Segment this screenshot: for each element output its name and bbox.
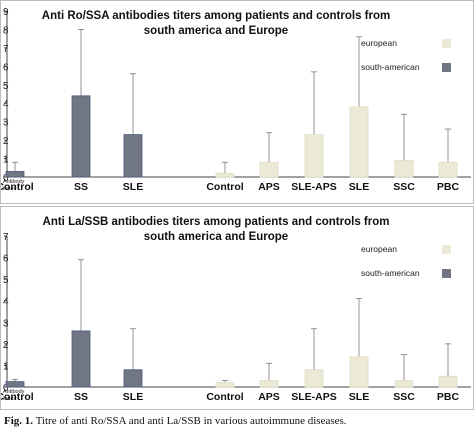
y-tick-label: 1 <box>3 155 9 166</box>
y-tick-label: 4 <box>3 297 9 308</box>
legend-item-european: european <box>361 31 461 55</box>
bar-south-american <box>5 381 25 388</box>
bar-european <box>438 161 458 178</box>
x-tick-label: Control <box>1 181 34 193</box>
caption-label: Fig. 1. <box>4 415 34 427</box>
bar-european <box>394 159 414 178</box>
bar-south-american <box>71 330 91 388</box>
x-tick-label: Control <box>206 391 243 403</box>
legend-swatch-european <box>442 244 451 254</box>
legend-item-south-american: south-american <box>361 261 461 285</box>
legend-swatch-south-american <box>442 268 451 278</box>
x-tick-label: SLE-APS <box>291 181 337 193</box>
bar-european <box>259 161 279 178</box>
y-axis-title-line2: index <box>3 396 16 402</box>
y-tick-label: 7 <box>3 44 9 55</box>
bar-european <box>438 375 458 388</box>
y-tick-label: 4 <box>3 99 9 110</box>
y-tick-label: 3 <box>3 318 9 329</box>
legend-item-european: european <box>361 237 461 261</box>
legend-label-south-american: south-american <box>361 268 420 278</box>
y-tick-label: 5 <box>3 81 9 92</box>
x-tick-label: SS <box>74 181 88 193</box>
legend-swatch-south-american <box>442 62 451 72</box>
bar-european <box>349 106 369 178</box>
x-tick-label: PBC <box>437 181 460 193</box>
y-tick-label: 2 <box>3 340 9 351</box>
caption-text: Titre of anti Ro/SSA and anti La/SSB in … <box>35 415 347 427</box>
legend: european south-american <box>361 31 461 79</box>
bar-european <box>394 380 414 388</box>
x-tick-label: Control <box>1 391 34 403</box>
legend-item-south-american: south-american <box>361 55 461 79</box>
x-tick-label: SLE <box>123 391 143 403</box>
x-tick-label: SS <box>74 391 88 403</box>
bar-european <box>304 134 324 178</box>
bar-european <box>215 172 235 178</box>
x-tick-label: SLE <box>349 391 369 403</box>
x-tick-label: PBC <box>437 391 460 403</box>
y-tick-label: 6 <box>3 254 9 265</box>
bar-south-american <box>123 369 143 388</box>
x-tick-label: SLE <box>123 181 143 193</box>
x-tick-label: APS <box>258 181 280 193</box>
y-tick-label: 8 <box>3 25 9 36</box>
y-tick-label: 0 <box>3 383 9 394</box>
bar-south-american <box>71 95 91 178</box>
y-tick-label: 2 <box>3 136 9 147</box>
y-tick-label: 0 <box>3 173 9 184</box>
y-axis-title-line1: Antibody <box>3 179 25 185</box>
legend: european south-american <box>361 237 461 285</box>
y-tick-label: 7 <box>3 232 9 243</box>
y-tick-label: 9 <box>3 7 9 18</box>
chart-panel-ro-ssa: 0123456789AntibodyindexControlSSSLEContr… <box>0 0 474 204</box>
y-tick-label: 3 <box>3 118 9 129</box>
x-tick-label: SLE <box>349 181 369 193</box>
chart-title: Anti La/SSB antibodies titers among pati… <box>42 216 390 243</box>
legend-swatch-european <box>442 38 451 48</box>
x-tick-label: Control <box>206 181 243 193</box>
bar-south-american <box>123 134 143 178</box>
y-axis-title-line2: index <box>3 186 16 192</box>
chart-ro-ssa: 0123456789AntibodyindexControlSSSLEContr… <box>1 7 471 193</box>
bar-european <box>259 380 279 388</box>
bar-european <box>215 382 235 388</box>
x-tick-label: SSC <box>393 391 415 403</box>
y-tick-label: 1 <box>3 361 9 372</box>
x-tick-label: SLE-APS <box>291 391 337 403</box>
y-axis-title-line1: Antibody <box>3 389 25 395</box>
x-tick-label: SSC <box>393 181 415 193</box>
chart-la-ssb: 01234567AntibodyindexControlSSSLEControl… <box>1 232 471 403</box>
bar-european <box>349 356 369 388</box>
legend-label-south-american: south-american <box>361 62 420 72</box>
x-tick-label: APS <box>258 391 280 403</box>
figure-caption: Fig. 1. Titre of anti Ro/SSA and anti La… <box>4 415 347 427</box>
bar-south-american <box>5 171 25 178</box>
bar-european <box>304 369 324 388</box>
y-tick-label: 5 <box>3 275 9 286</box>
chart-panel-la-ssb: 01234567AntibodyindexControlSSSLEControl… <box>0 206 474 410</box>
y-tick-label: 6 <box>3 62 9 73</box>
legend-label-european: european <box>361 244 397 254</box>
legend-label-european: european <box>361 38 397 48</box>
chart-title: Anti Ro/SSA antibodies titers among pati… <box>41 10 391 37</box>
